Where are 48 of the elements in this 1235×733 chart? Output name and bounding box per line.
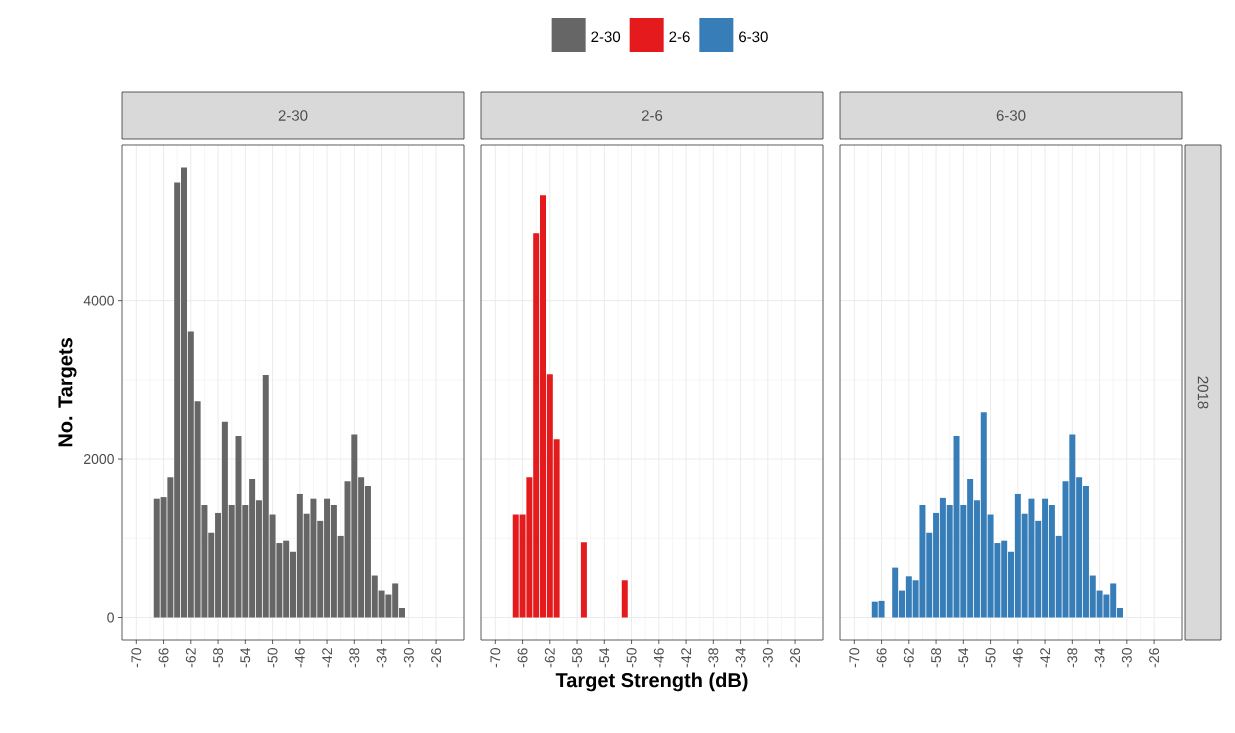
x-tick-label: -42 (322, 648, 332, 668)
x-tick-label: -70 (849, 648, 860, 668)
x-tick-label: -54 (958, 647, 969, 668)
x-tick-label: -30 (403, 648, 414, 668)
x-tick-label: -50 (985, 648, 996, 668)
legend-label: 2-6 (669, 31, 690, 43)
legend-label: 6-30 (739, 31, 768, 43)
x-tick-label: -50 (267, 648, 278, 668)
y-tick-label: 4000 (83, 295, 114, 306)
chart-title: 2-6 (641, 110, 663, 121)
x-tick-label: -70 (490, 648, 501, 668)
legend-label: 2-30 (591, 31, 621, 43)
x-tick-label: -38 (349, 648, 360, 668)
y-tick-label: 0 (107, 612, 114, 623)
y-tick-label: 2000 (84, 454, 114, 465)
x-tick-label: -46 (294, 648, 305, 668)
x-tick-label: -42 (1040, 648, 1050, 668)
x-tick-label: -38 (708, 648, 719, 668)
x-tick-label: -26 (1149, 648, 1160, 668)
x-tick-label: -66 (517, 648, 528, 668)
x-tick-label: -46 (1012, 648, 1023, 668)
x-axis-title: Target Strength (dB) (555, 672, 748, 692)
x-tick-label: -34 (1094, 647, 1105, 668)
x-tick-label: -26 (790, 648, 801, 668)
x-tick-label: -62 (185, 648, 196, 668)
x-tick-label: -50 (626, 648, 637, 668)
x-tick-label: -34 (376, 647, 387, 668)
chart-title: 2-30 (278, 110, 308, 121)
x-tick-label: -58 (213, 648, 224, 668)
x-tick-label: -58 (931, 648, 942, 668)
x-tick-label: -62 (903, 648, 914, 668)
y2-axis-title: 2018 (1197, 376, 1209, 409)
x-tick-label: -46 (653, 648, 664, 668)
x-tick-label: -38 (1067, 648, 1078, 668)
chart-title: 6-30 (996, 110, 1026, 121)
y-axis-title: No. Targets (58, 338, 77, 447)
x-tick-label: -26 (431, 648, 442, 668)
x-tick-label: -30 (1121, 648, 1132, 668)
x-tick-label: -70 (131, 648, 142, 668)
x-tick-label: -54 (599, 647, 610, 668)
x-tick-label: -62 (544, 648, 555, 668)
x-tick-label: -58 (572, 648, 583, 668)
x-tick-label: -54 (240, 647, 251, 668)
x-tick-label: -66 (158, 648, 169, 668)
x-tick-label: -42 (681, 648, 691, 668)
x-tick-label: -66 (876, 648, 887, 668)
x-tick-label: -30 (762, 648, 773, 668)
x-tick-label: -34 (735, 647, 746, 668)
